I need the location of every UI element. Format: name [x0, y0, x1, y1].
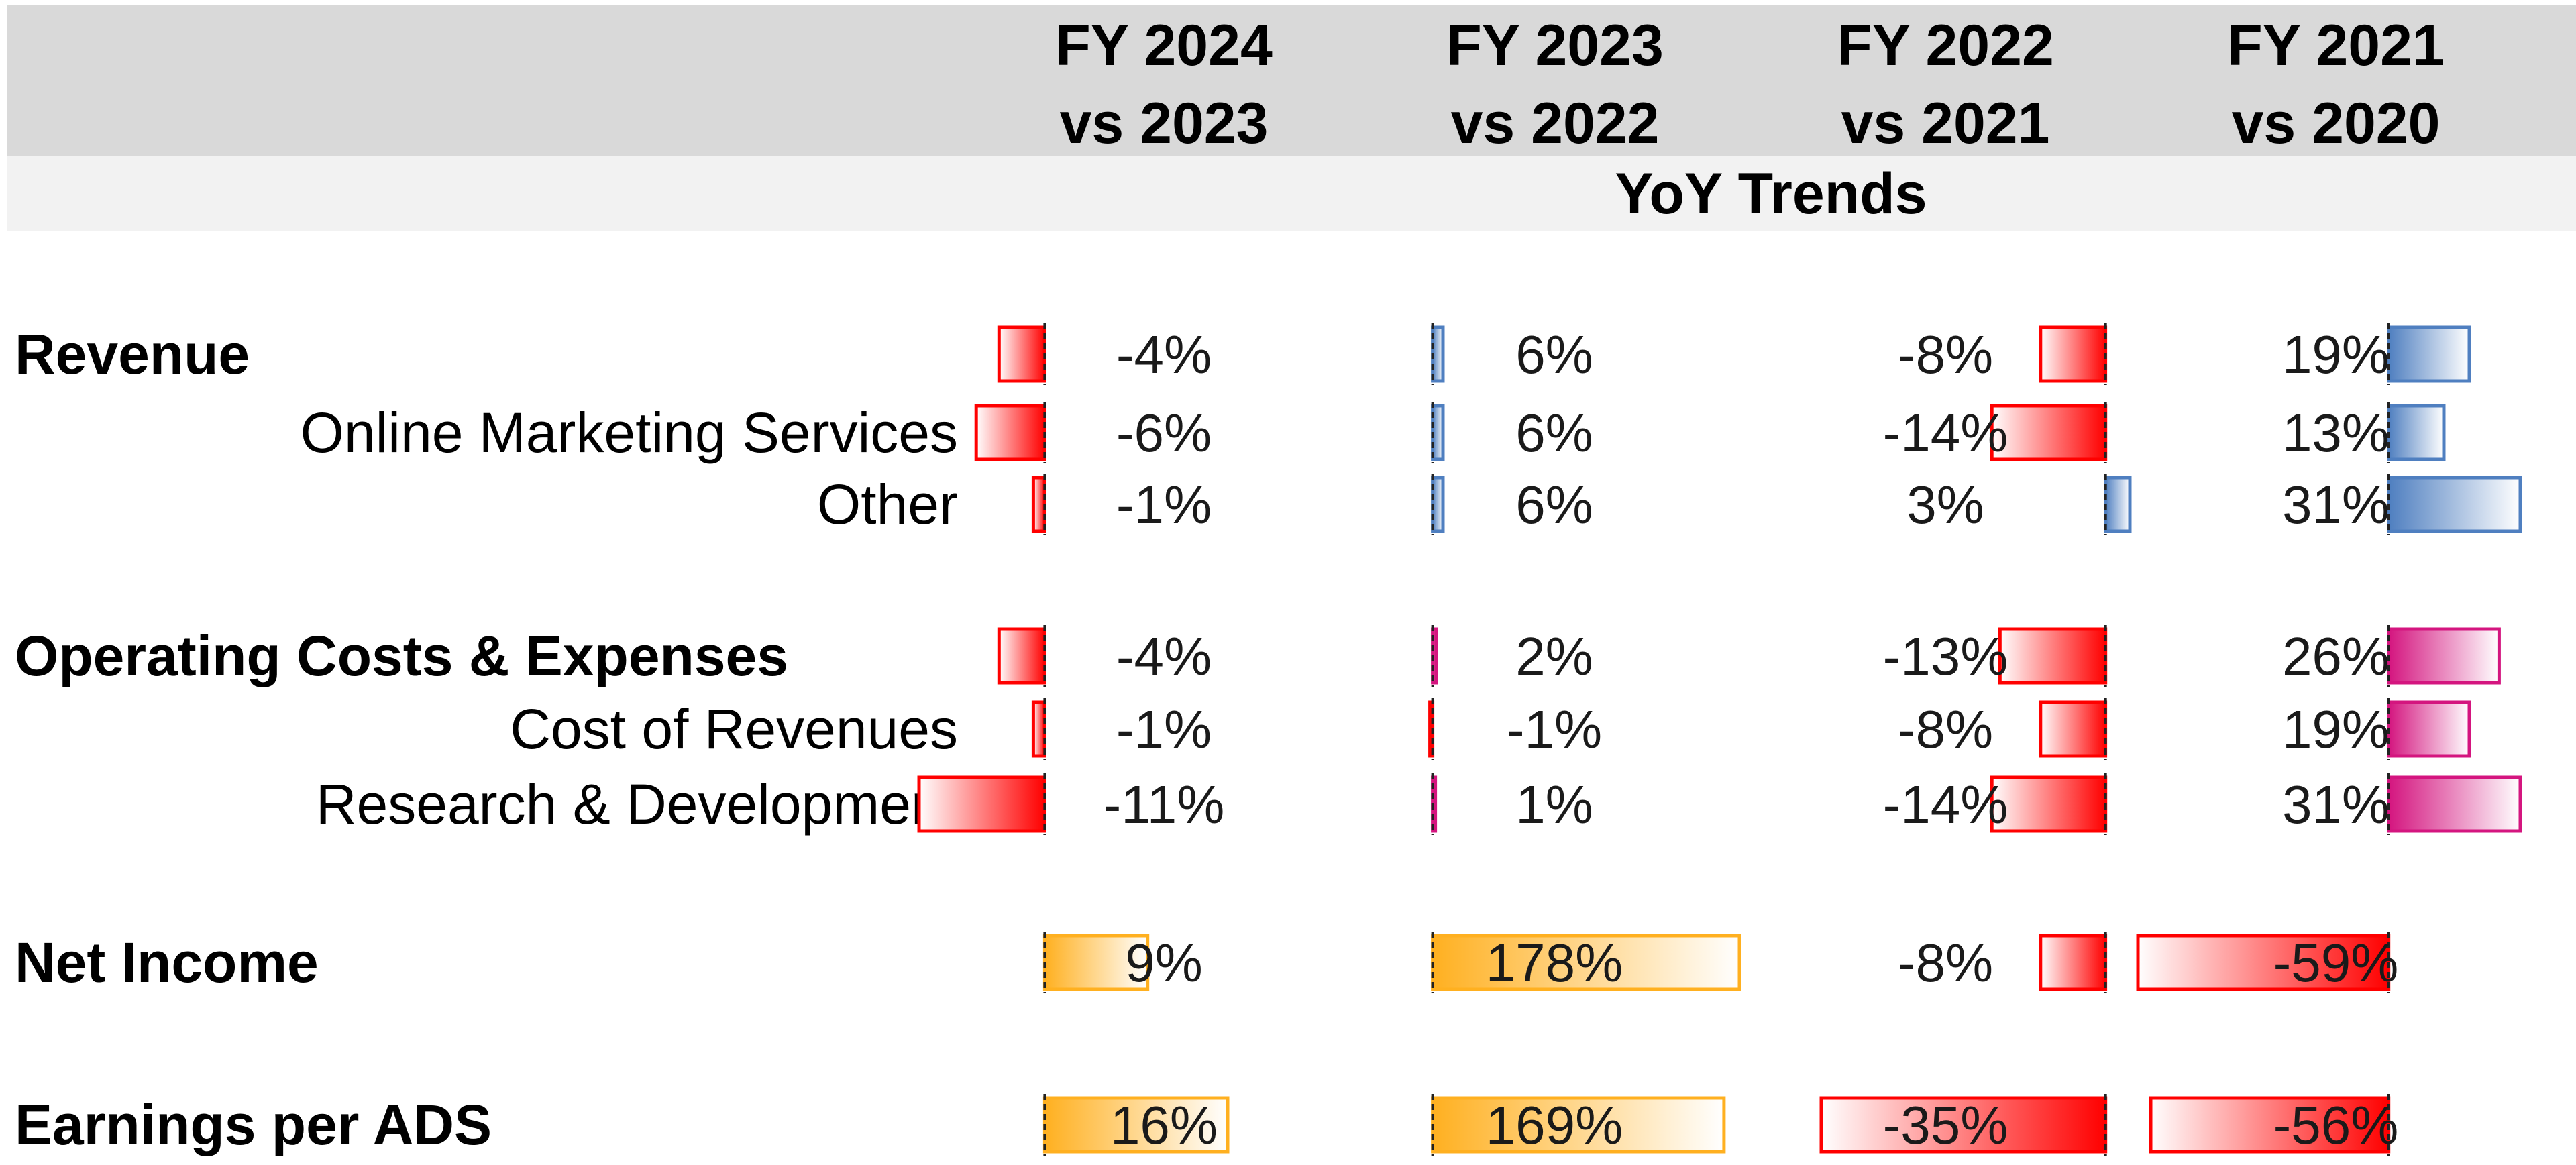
chart-title: YoY Trends [1615, 162, 1927, 226]
bar-0-0 [997, 325, 1046, 383]
row-label-cost-of-revenues: Cost of Revenues [510, 698, 958, 761]
value-label-6-0: 9% [1125, 933, 1203, 993]
bar-2-0 [1031, 476, 1046, 533]
row-label-earnings-per-ads: Earnings per ADS [15, 1093, 492, 1156]
bar-3-0 [997, 627, 1046, 685]
bar-0-1 [1431, 325, 1445, 383]
row-label-other: Other [816, 473, 958, 536]
row-label-revenue: Revenue [15, 323, 250, 386]
bar-6-0 [1042, 934, 1150, 991]
value-label-3-3: 26% [2282, 626, 2390, 686]
value-label-1-0: -6% [1116, 403, 1212, 463]
value-label-0-0: -4% [1116, 325, 1212, 384]
value-label-4-0: -1% [1116, 700, 1212, 759]
value-label-6-2: -8% [1898, 933, 1993, 993]
value-label-6-1: 178% [1486, 933, 1623, 993]
bar-1-3 [2387, 404, 2446, 461]
column-header-fy2024: FY 2024 vs 2023 [1055, 13, 1273, 156]
column-header-fy2021: FY 2021 vs 2020 [2227, 13, 2445, 156]
bar-3-2 [1998, 627, 2108, 685]
value-label-2-0: -1% [1116, 475, 1212, 535]
row-label-operating-costs: Operating Costs & Expenses [15, 624, 788, 687]
value-label-5-1: 1% [1515, 775, 1593, 834]
value-label-2-1: 6% [1515, 475, 1593, 535]
bar-6-3 [2136, 934, 2391, 991]
value-label-7-0: 16% [1110, 1095, 1218, 1155]
value-label-2-3: 31% [2282, 475, 2390, 535]
value-label-4-2: -8% [1898, 700, 1993, 759]
bar-0-3 [2387, 325, 2471, 383]
bar-6-2 [2039, 934, 2108, 991]
value-label-1-2: -14% [1883, 403, 2008, 463]
value-label-2-2: 3% [1907, 475, 1984, 535]
bar-7-2 [1819, 1096, 2108, 1154]
bar-1-1 [1431, 404, 1445, 461]
bar-3-3 [2387, 627, 2501, 685]
bar-2-1 [1431, 476, 1445, 533]
value-label-1-1: 6% [1515, 403, 1593, 463]
value-label-3-2: -13% [1883, 626, 2008, 686]
bar-7-3 [2149, 1096, 2391, 1154]
value-label-7-1: 169% [1486, 1095, 1623, 1155]
column-header-fy2023: FY 2023 vs 2022 [1446, 13, 1664, 156]
value-label-5-0: -11% [1104, 775, 1225, 834]
value-label-5-3: 31% [2282, 775, 2390, 834]
value-label-5-2: -14% [1883, 775, 2008, 834]
value-label-0-3: 19% [2282, 325, 2390, 384]
value-label-0-2: -8% [1898, 325, 1993, 384]
bar-4-0 [1031, 700, 1046, 758]
bar-1-0 [974, 404, 1046, 461]
subheader-band [7, 156, 2576, 231]
bar-5-2 [1990, 775, 2108, 833]
value-label-3-0: -4% [1116, 626, 1212, 686]
value-label-7-3: -56% [2273, 1095, 2399, 1155]
row-label-online-marketing: Online Marketing Services [300, 401, 958, 464]
bar-2-2 [2104, 476, 2132, 533]
row-label-research-development: Research & Development [315, 773, 958, 836]
bar-1-2 [1990, 404, 2108, 461]
column-header-fy2022: FY 2022 vs 2021 [1837, 13, 2054, 156]
bar-4-3 [2387, 700, 2471, 758]
bar-2-3 [2387, 476, 2522, 533]
row-label-net-income: Net Income [15, 931, 319, 994]
value-label-1-3: 13% [2282, 403, 2390, 463]
value-label-4-1: -1% [1507, 700, 1602, 759]
header-band [7, 5, 2576, 156]
value-label-4-3: 19% [2282, 700, 2390, 759]
bar-5-3 [2387, 775, 2522, 833]
value-label-6-3: -59% [2273, 933, 2399, 993]
value-label-7-2: -35% [1883, 1095, 2008, 1155]
bar-5-0 [917, 775, 1046, 833]
value-label-0-1: 6% [1515, 325, 1593, 384]
bar-0-2 [2039, 325, 2108, 383]
value-label-3-1: 2% [1515, 626, 1593, 686]
bar-4-2 [2039, 700, 2108, 758]
